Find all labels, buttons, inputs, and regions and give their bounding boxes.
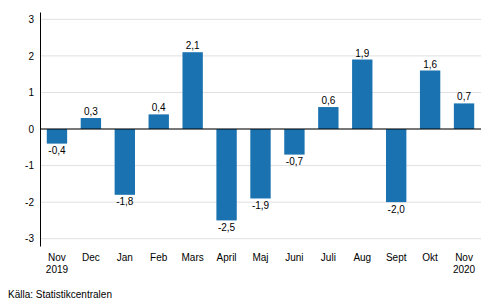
x-tick-label-line: Mars: [182, 252, 204, 263]
y-tick-label: 2: [28, 51, 34, 62]
bar: [182, 52, 202, 129]
x-tick-label: Dec: [82, 252, 100, 263]
y-tick: 2: [28, 51, 40, 62]
x-tick-label: Sept: [386, 252, 407, 263]
bar: [420, 71, 440, 130]
bars: [47, 52, 474, 220]
x-tick: April: [217, 246, 237, 263]
bar: [149, 114, 169, 129]
bar: [318, 107, 338, 129]
y-tick-label: -1: [25, 160, 34, 171]
x-tick-label-line: Jan: [117, 252, 133, 263]
y-tick: 3: [28, 14, 40, 25]
grid-line: [40, 129, 481, 130]
chart: -3-2-10123Nov2019DecJanFebMarsAprilMajJu…: [0, 0, 493, 304]
x-tick-label: April: [217, 252, 237, 263]
x-tick-label-line: Maj: [252, 252, 268, 263]
data-labels: -0,4 0,3 -1,8 0,4 2,1 -2,5 -1,9 -0,7 0,6 1,9 -2,0 1…: [48, 40, 471, 233]
grid: [40, 19, 481, 238]
x-tick-label-line: Aug: [353, 252, 371, 263]
y-axis-line: [40, 13, 41, 247]
data-label: 0,7: [457, 91, 471, 102]
x-tick-label: Juli: [321, 252, 336, 263]
x-tick-label: Juni: [285, 252, 303, 263]
data-label: -0,4: [48, 145, 66, 156]
x-tick-label-line: Feb: [150, 252, 168, 263]
x-tick: Nov2019: [46, 246, 69, 275]
y-tick: -3: [25, 233, 40, 244]
zero-line: [40, 129, 481, 130]
x-tick-label-line: Okt: [422, 252, 438, 263]
x-tick-label-line: Nov: [48, 252, 66, 263]
bar: [386, 129, 406, 202]
data-label: 0,6: [321, 95, 335, 106]
x-tick: Maj: [252, 246, 268, 263]
bar: [81, 118, 101, 129]
y-tick: 0: [28, 124, 40, 135]
y-tick-label: -2: [25, 197, 34, 208]
x-axis: Nov2019DecJanFebMarsAprilMajJuniJuliAugS…: [46, 246, 476, 275]
x-tick-label: Maj: [252, 252, 268, 263]
y-tick-label: -3: [25, 233, 34, 244]
grid-line: [40, 92, 481, 93]
y-tick: 1: [28, 87, 40, 98]
bar: [250, 129, 270, 198]
data-label: -1,8: [116, 196, 134, 207]
x-tick: Sept: [386, 246, 407, 263]
data-label: -1,9: [252, 200, 270, 211]
bar: [352, 60, 372, 129]
grid-line: [40, 238, 481, 239]
data-label: 1,6: [423, 59, 437, 70]
x-tick-label: Aug: [353, 252, 371, 263]
x-tick: Juli: [321, 246, 336, 263]
x-tick: Juni: [285, 246, 303, 263]
y-tick-label: 0: [28, 124, 34, 135]
x-tick-label-line: Nov: [455, 252, 473, 263]
data-label: 1,9: [355, 48, 369, 59]
x-tick-label-line: Juli: [321, 252, 336, 263]
x-tick-label: Feb: [150, 252, 168, 263]
x-tick-label: Mars: [182, 252, 204, 263]
x-tick-label-line: April: [217, 252, 237, 263]
data-label: 0,3: [84, 106, 98, 117]
bar: [284, 129, 304, 155]
y-tick-label: 3: [28, 14, 34, 25]
x-tick: Okt: [422, 246, 438, 263]
x-tick-label-line: 2019: [46, 264, 69, 275]
bar: [454, 103, 474, 129]
y-tick: -2: [25, 197, 40, 208]
x-tick-label: Nov2019: [46, 252, 69, 275]
x-tick: Aug: [353, 246, 371, 263]
x-tick-label-line: 2020: [453, 264, 476, 275]
bar: [216, 129, 236, 220]
x-tick-label-line: Sept: [386, 252, 407, 263]
data-label: -2,5: [218, 222, 236, 233]
x-tick: Nov2020: [453, 246, 476, 275]
x-tick: Feb: [150, 246, 168, 263]
data-label: 2,1: [186, 40, 200, 51]
x-tick: Jan: [117, 246, 133, 263]
y-tick: -1: [25, 160, 40, 171]
data-label: -0,7: [286, 156, 304, 167]
x-tick: Mars: [182, 246, 204, 263]
grid-line: [40, 55, 481, 56]
bar: [47, 129, 67, 144]
grid-line: [40, 19, 481, 20]
bar: [115, 129, 135, 195]
x-tick: Dec: [82, 246, 100, 263]
y-tick-label: 1: [28, 87, 34, 98]
x-tick-label: Jan: [117, 252, 133, 263]
source: Källa: Statistikcentralen: [8, 289, 112, 300]
x-tick-label: Nov2020: [453, 252, 476, 275]
x-tick-label-line: Juni: [285, 252, 303, 263]
x-tick-label: Okt: [422, 252, 438, 263]
data-label: 0,4: [152, 102, 166, 113]
x-tick-label-line: Dec: [82, 252, 100, 263]
data-label: -2,0: [388, 204, 406, 215]
y-axis: -3 -2 -1 0 1 2 3: [25, 13, 40, 247]
